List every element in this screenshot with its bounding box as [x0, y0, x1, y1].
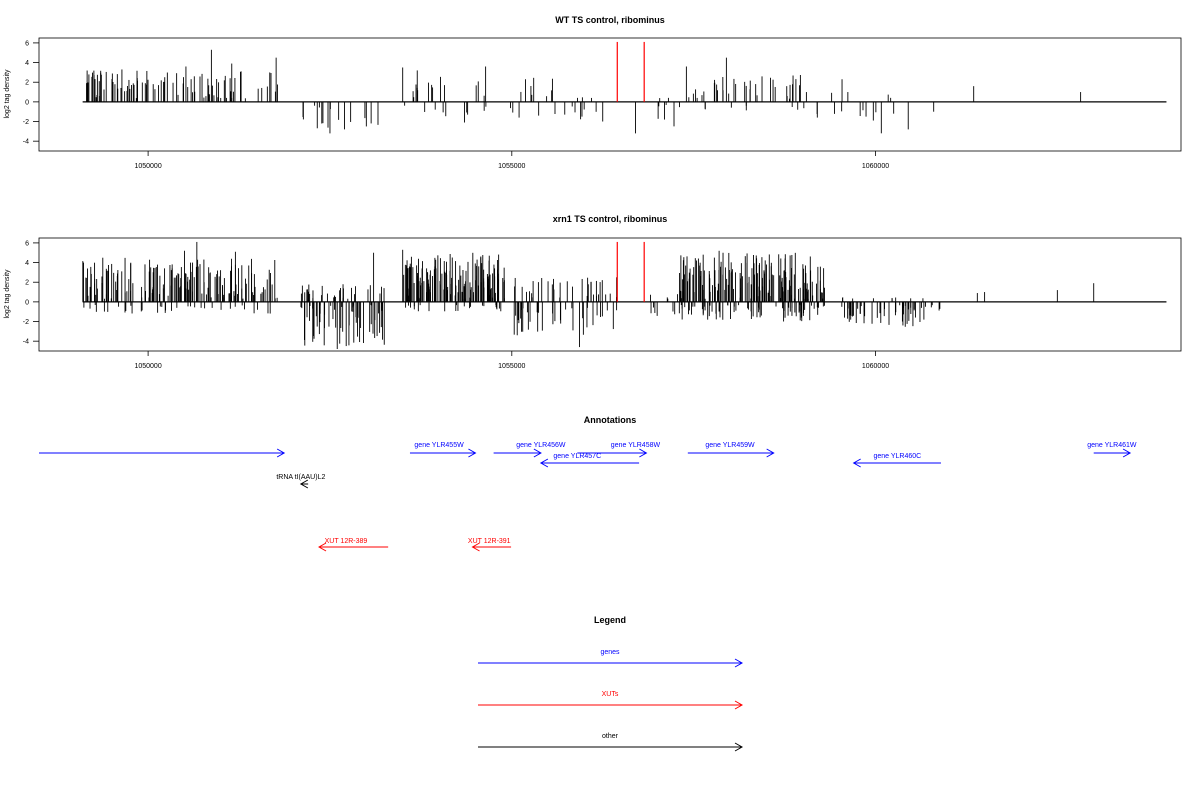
wt-y-tick-label: -2 — [23, 119, 29, 126]
xrn1-y-tick-label: 2 — [25, 280, 29, 287]
wt-x-axis: 1050000 1055000 1060000 — [134, 151, 889, 170]
gene-ylr455w-label: gene YLR455W — [414, 442, 464, 449]
wt-ylabel: log2 tag density — [4, 69, 11, 119]
annotation-features: gene YLR455W gene YLR456W gene YLR458W gene… — [39, 442, 1137, 552]
xrn1-ylabel: log2 tag density — [4, 269, 11, 319]
gene-ylr458w-arrowhead — [639, 448, 648, 458]
xrn1-track-panel: xrn1 TS control, ribominus log2 tag dens… — [4, 214, 1182, 370]
legend-genes-arrowhead — [734, 658, 744, 668]
wt-y-tick-label: 0 — [25, 99, 29, 106]
gene-ylr456w-arrowhead — [533, 448, 542, 458]
xut-12r-391-arrowhead — [471, 542, 480, 552]
legend-items: genes XUTs other — [478, 649, 744, 752]
legend-genes-label: genes — [600, 649, 620, 656]
trna-ti-aau-l2-label: tRNA tI(AAU)L2 — [276, 474, 325, 481]
wt-y-tick-label: -4 — [23, 139, 29, 146]
xrn1-x-tick-label: 1050000 — [134, 363, 161, 370]
xrn1-bars — [82, 241, 1167, 350]
legend-title: Legend — [594, 615, 626, 625]
gene-ylr457c-arrowhead — [539, 458, 549, 468]
gene-ylr460c-label: gene YLR460C — [873, 453, 921, 460]
annotations-title: Annotations — [584, 415, 637, 425]
legend-panel: Legend genes XUTs other — [478, 615, 744, 752]
annotations-panel: Annotations gene YLR455W gene YLR456W gene… — [39, 415, 1137, 552]
xrn1-x-tick-label: 1060000 — [862, 363, 889, 370]
wt-x-tick-label: 1050000 — [134, 163, 161, 170]
xrn1-y-tick-label: 4 — [25, 260, 29, 267]
legend-other-arrowhead — [734, 742, 744, 752]
xut-12r-389-arrowhead — [318, 542, 327, 552]
gene-ylr457c-label: gene YLR457C — [553, 453, 601, 460]
xrn1-x-axis: 1050000 1055000 1060000 — [134, 351, 889, 370]
xrn1-y-tick-label: 0 — [25, 299, 29, 306]
wt-track-title: WT TS control, ribominus — [555, 15, 665, 25]
xrn1-y-tick-label: -2 — [23, 319, 29, 326]
xrn1-markers — [616, 241, 645, 302]
legend-other-label: other — [602, 733, 619, 740]
legend-xuts-arrowhead — [734, 700, 744, 710]
wt-track-panel: WT TS control, ribominus log2 tag densit… — [4, 15, 1182, 170]
trna-ti-aau-l2-arrowhead — [299, 479, 309, 489]
gene-ylr461w-label: gene YLR461W — [1087, 442, 1137, 449]
xrn1-plot-frame — [38, 237, 1182, 352]
legend-xuts-label: XUTs — [602, 691, 619, 698]
xrn1-y-axis: -4 -2 0 2 4 6 — [23, 240, 39, 346]
gene-ylr458w-label: gene YLR458W — [611, 442, 661, 449]
wt-markers — [616, 41, 645, 102]
gene-ylr456w-label: gene YLR456W — [516, 442, 566, 449]
wt-plot-frame — [38, 37, 1182, 152]
xrn1-y-tick-label: -4 — [23, 339, 29, 346]
wt-y-tick-label: 2 — [25, 80, 29, 87]
wt-y-axis: -4 -2 0 2 4 6 — [23, 40, 39, 146]
gene-ylr461w-arrowhead — [1122, 448, 1132, 458]
xrn1-y-tick-label: 6 — [25, 240, 29, 247]
gene-ylr459w-arrowhead — [766, 448, 775, 458]
gene-ylr459w-label: gene YLR459W — [705, 442, 755, 449]
unlabeled-feature-arrowhead — [276, 448, 286, 458]
xut-12r-391-label: XUT 12R-391 — [468, 538, 511, 545]
wt-x-tick-label: 1055000 — [498, 163, 525, 170]
wt-y-tick-label: 6 — [25, 40, 29, 47]
xrn1-x-tick-label: 1055000 — [498, 363, 525, 370]
gene-ylr455w-arrowhead — [468, 448, 477, 458]
gene-ylr460c-arrowhead — [852, 458, 861, 468]
wt-x-tick-label: 1060000 — [862, 163, 889, 170]
xut-12r-389-label: XUT 12R-389 — [325, 538, 368, 545]
xrn1-track-title: xrn1 TS control, ribominus — [553, 214, 668, 224]
wt-bars — [82, 49, 1167, 134]
wt-y-tick-label: 4 — [25, 60, 29, 67]
